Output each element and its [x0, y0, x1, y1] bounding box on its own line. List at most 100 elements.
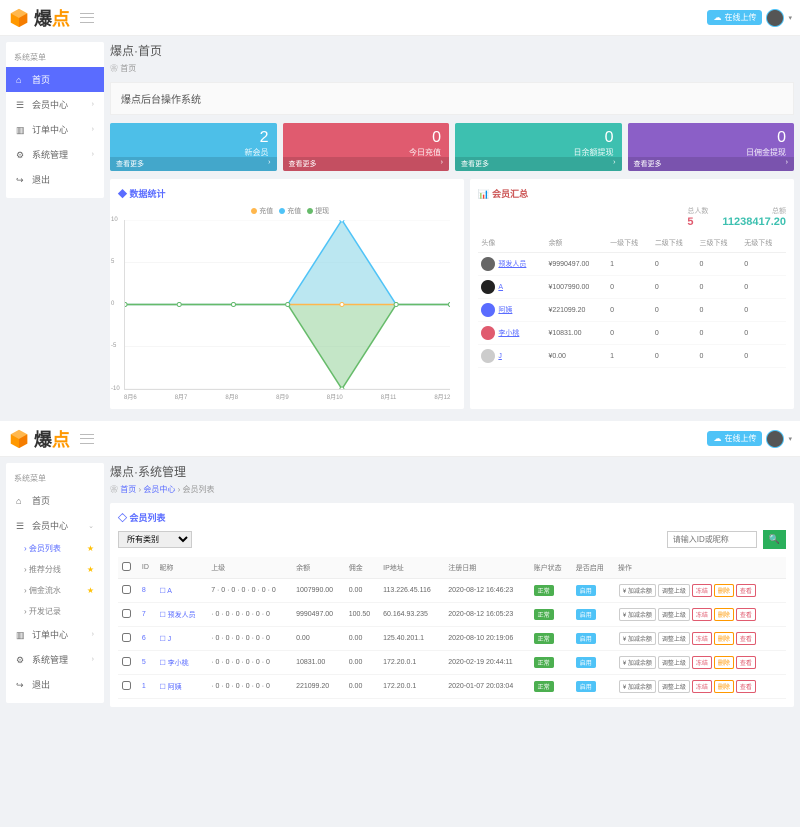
- sidebar-item-label: 会员中心: [32, 98, 68, 111]
- topbar-right: ☁ 在线上传 ▾: [707, 430, 792, 448]
- table-row: 5 ☐ 李小桃 · 0 · 0 · 0 · 0 · 0 · 010831.000…: [118, 651, 786, 675]
- chevron-down-icon[interactable]: ▾: [788, 435, 792, 443]
- search-button[interactable]: 🔍: [763, 530, 786, 549]
- action-button[interactable]: 删除: [714, 584, 734, 597]
- member-link[interactable]: A: [498, 284, 503, 291]
- search-input[interactable]: [667, 531, 757, 548]
- sidebar-item-user[interactable]: ☰会员中心›: [6, 92, 104, 117]
- stat-card[interactable]: 0日佣金提现查看更多›: [628, 123, 795, 171]
- table-header: ID: [138, 557, 156, 579]
- logo[interactable]: 爆点: [8, 426, 94, 452]
- nick-link[interactable]: ☐ 预发人员: [159, 612, 195, 619]
- card-footer[interactable]: 查看更多›: [110, 157, 277, 171]
- hamburger-icon[interactable]: [80, 434, 94, 444]
- action-button[interactable]: ¥ 加减余额: [619, 632, 656, 645]
- action-button[interactable]: 调整上级: [658, 680, 690, 693]
- stat-cards: 2新会员查看更多›0今日充值查看更多›0日余额提现查看更多›0日佣金提现查看更多…: [110, 123, 794, 171]
- action-button[interactable]: 调整上级: [658, 584, 690, 597]
- line-chart: -10-50510: [124, 220, 450, 390]
- id-link[interactable]: 6: [142, 635, 146, 642]
- action-button[interactable]: ¥ 加减余额: [619, 584, 656, 597]
- action-button[interactable]: ¥ 加减余额: [619, 608, 656, 621]
- sidebar-subitem[interactable]: › 开发记录: [6, 601, 104, 622]
- sidebar-item-exit[interactable]: ↪退出: [6, 167, 104, 192]
- action-button[interactable]: 删除: [714, 608, 734, 621]
- row-checkbox[interactable]: [122, 657, 131, 666]
- action-button[interactable]: 冻结: [692, 584, 712, 597]
- user-avatar[interactable]: [766, 9, 784, 27]
- sidebar-item-home[interactable]: ⌂首页: [6, 67, 104, 92]
- action-button[interactable]: 冻结: [692, 632, 712, 645]
- sidebar-subitem[interactable]: › 佣金流水★: [6, 580, 104, 601]
- action-button[interactable]: 删除: [714, 632, 734, 645]
- action-button[interactable]: 删除: [714, 680, 734, 693]
- chevron-down-icon[interactable]: ▾: [788, 14, 792, 22]
- sidebar-item-user[interactable]: ☰会员中心⌄: [6, 513, 104, 538]
- action-button[interactable]: 冻结: [692, 608, 712, 621]
- breadcrumb-link[interactable]: 首页: [120, 485, 136, 494]
- action-button[interactable]: ¥ 加减余额: [619, 680, 656, 693]
- action-button[interactable]: 冻结: [692, 656, 712, 669]
- gear-icon: ⚙: [16, 655, 26, 665]
- dashboard-screen: 爆点 ☁ 在线上传 ▾ 系统菜单 ⌂首页☰会员中心›▥订单中心›⚙系统管理›↪退…: [0, 0, 800, 415]
- id-link[interactable]: 5: [142, 659, 146, 666]
- card-footer[interactable]: 查看更多›: [283, 157, 450, 171]
- sidebar-item-gear[interactable]: ⚙系统管理›: [6, 142, 104, 167]
- action-button[interactable]: 查看: [736, 656, 756, 669]
- breadcrumb-link[interactable]: 会员中心: [143, 485, 175, 494]
- sidebar-item-home[interactable]: ⌂首页: [6, 488, 104, 513]
- id-link[interactable]: 1: [142, 683, 146, 690]
- member-link[interactable]: 阿姨: [498, 307, 512, 314]
- stat-card[interactable]: 0日余额提现查看更多›: [455, 123, 622, 171]
- notice-bar: 爆点后台操作系统: [110, 82, 794, 115]
- action-button[interactable]: ¥ 加减余额: [619, 656, 656, 669]
- actions-cell: ¥ 加减余额调整上级冻结删除查看: [614, 603, 786, 627]
- action-button[interactable]: 查看: [736, 632, 756, 645]
- sidebar-subitem[interactable]: › 推荐分线★: [6, 559, 104, 580]
- sidebar-item-chart[interactable]: ▥订单中心›: [6, 622, 104, 647]
- id-link[interactable]: 7: [142, 611, 146, 618]
- row-checkbox[interactable]: [122, 681, 131, 690]
- hamburger-icon[interactable]: [80, 13, 94, 23]
- member-link[interactable]: 李小桃: [498, 330, 519, 337]
- action-button[interactable]: 查看: [736, 680, 756, 693]
- sidebar-subitem[interactable]: › 会员列表★: [6, 538, 104, 559]
- sidebar-item-label: 退出: [32, 173, 50, 186]
- table-header: [118, 557, 138, 579]
- action-button[interactable]: 查看: [736, 584, 756, 597]
- nick-link[interactable]: ☐ 阿姨: [159, 684, 181, 691]
- user-avatar[interactable]: [766, 430, 784, 448]
- nick-link[interactable]: ☐ A: [159, 588, 172, 595]
- row-checkbox[interactable]: [122, 609, 131, 618]
- cloud-upload-button[interactable]: ☁ 在线上传: [707, 10, 762, 25]
- nick-link[interactable]: ☐ J: [159, 636, 171, 643]
- action-button[interactable]: 删除: [714, 656, 734, 669]
- table-row: 阿姨¥221099.200000: [478, 299, 786, 322]
- cloud-upload-button[interactable]: ☁ 在线上传: [707, 431, 762, 446]
- action-button[interactable]: 调整上级: [658, 632, 690, 645]
- row-checkbox[interactable]: [122, 633, 131, 642]
- member-link[interactable]: J: [498, 353, 502, 360]
- stat-card[interactable]: 0今日充值查看更多›: [283, 123, 450, 171]
- member-link[interactable]: 预发人员: [498, 261, 526, 268]
- table-row: 李小桃¥10831.000000: [478, 322, 786, 345]
- sidebar-item-chart[interactable]: ▥订单中心›: [6, 117, 104, 142]
- card-footer[interactable]: 查看更多›: [628, 157, 795, 171]
- id-link[interactable]: 8: [142, 587, 146, 594]
- main-content: 爆点·首页 ❀ 首页 爆点后台操作系统 2新会员查看更多›0今日充值查看更多›0…: [104, 36, 800, 415]
- filter-row: 所有类别 🔍: [118, 530, 786, 549]
- nick-link[interactable]: ☐ 李小桃: [159, 660, 188, 667]
- action-button[interactable]: 调整上级: [658, 656, 690, 669]
- category-select[interactable]: 所有类别: [118, 531, 192, 548]
- logo[interactable]: 爆点: [8, 5, 94, 31]
- action-button[interactable]: 查看: [736, 608, 756, 621]
- row-checkbox[interactable]: [122, 585, 131, 594]
- action-button[interactable]: 调整上级: [658, 608, 690, 621]
- chart-legend: 充值充值提现: [118, 206, 456, 216]
- select-all-checkbox[interactable]: [122, 562, 131, 571]
- sidebar-item-gear[interactable]: ⚙系统管理›: [6, 647, 104, 672]
- stat-card[interactable]: 2新会员查看更多›: [110, 123, 277, 171]
- action-button[interactable]: 冻结: [692, 680, 712, 693]
- sidebar-item-exit[interactable]: ↪退出: [6, 672, 104, 697]
- card-footer[interactable]: 查看更多›: [455, 157, 622, 171]
